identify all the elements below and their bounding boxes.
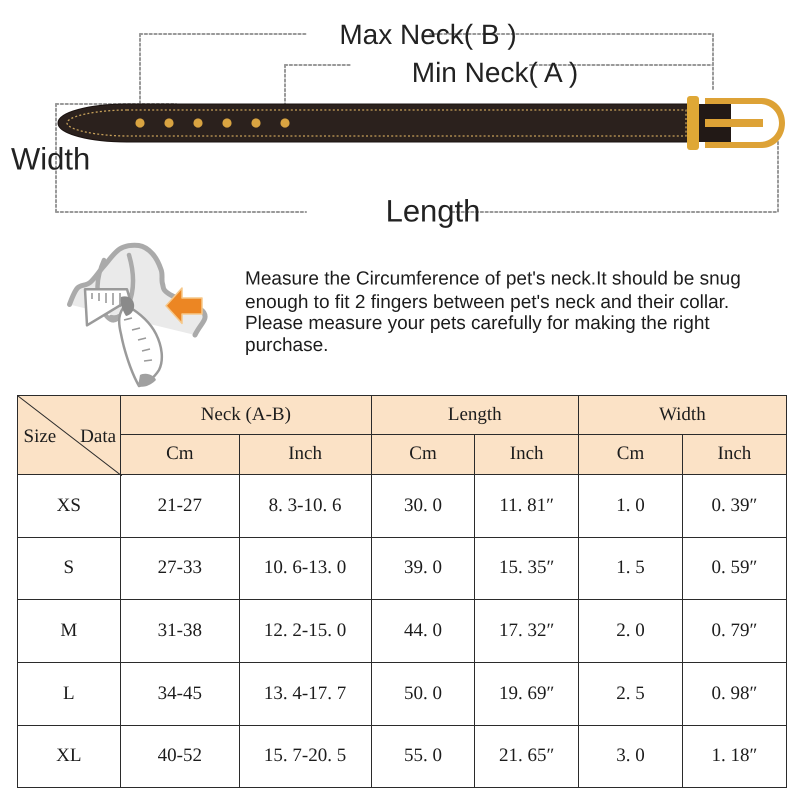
svg-text:Length: Length xyxy=(386,194,481,229)
svg-text:Please measure your pets caref: Please measure your pets carefully for m… xyxy=(245,313,710,334)
svg-text:purchase.: purchase. xyxy=(245,335,328,356)
svg-text:Width: Width xyxy=(11,141,90,176)
svg-text:Max Neck( B ): Max Neck( B ) xyxy=(339,19,516,50)
svg-text:enough to fit 2 fingers betwee: enough to fit 2 fingers between pet's ne… xyxy=(245,292,729,313)
svg-text:Min Neck( A ): Min Neck( A ) xyxy=(412,57,578,88)
svg-text:Measure the Circumference of p: Measure the Circumference of pet's neck.… xyxy=(245,269,741,290)
